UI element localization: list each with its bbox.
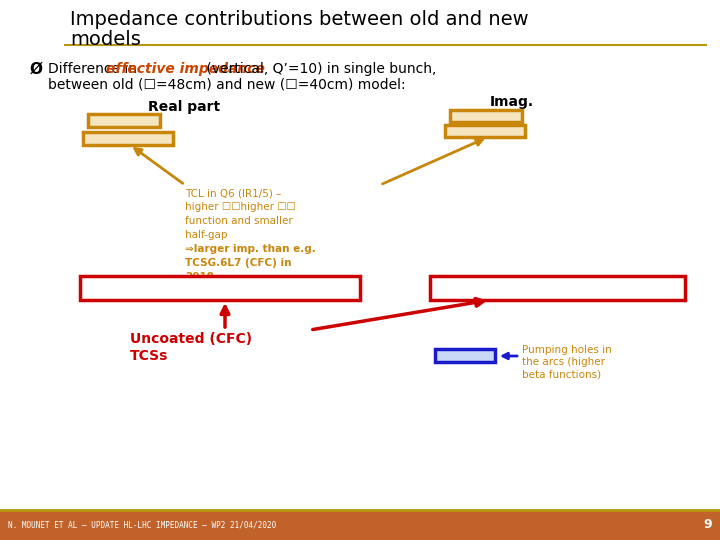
Bar (80, 276, 360, 300)
Text: Real part: Real part (148, 100, 220, 114)
Text: TCL in Q6 (IR1/5) –: TCL in Q6 (IR1/5) – (185, 188, 282, 198)
Text: function and smaller: function and smaller (185, 216, 293, 226)
Text: Pumping holes in
the arcs (higher
beta functions): Pumping holes in the arcs (higher beta f… (522, 345, 612, 380)
Text: ⇒larger imp. than e.g.: ⇒larger imp. than e.g. (185, 244, 316, 254)
Text: Imag.: Imag. (490, 95, 534, 109)
Bar (435, 349, 495, 362)
Text: Difference in: Difference in (48, 62, 141, 76)
Text: effective impedance: effective impedance (106, 62, 265, 76)
Text: part: part (490, 108, 523, 122)
Text: 2018: 2018 (185, 272, 214, 282)
Bar (430, 276, 685, 300)
Bar (88, 114, 160, 127)
Text: (vertical, Q’=10) in single bunch,: (vertical, Q’=10) in single bunch, (202, 62, 436, 76)
Text: models: models (70, 30, 141, 49)
Text: Impedance contributions between old and new: Impedance contributions between old and … (70, 10, 528, 29)
Bar (450, 110, 522, 122)
Text: TCSG.6L7 (CFC) in: TCSG.6L7 (CFC) in (185, 258, 292, 268)
Text: N. MOUNET ET AL – UPDATE HL-LHC IMPEDANCE – WP2 21/04/2020: N. MOUNET ET AL – UPDATE HL-LHC IMPEDANC… (8, 521, 276, 530)
Bar (83, 132, 173, 145)
Bar (445, 125, 525, 137)
Text: Uncoated (CFC)
TCSs: Uncoated (CFC) TCSs (130, 332, 252, 363)
Text: higher ☐☐higher ☐☐: higher ☐☐higher ☐☐ (185, 202, 296, 212)
Text: between old (☐=48cm) and new (☐=40cm) model:: between old (☐=48cm) and new (☐=40cm) mo… (48, 77, 405, 91)
Bar (0, 510, 720, 540)
Text: Ø: Ø (30, 62, 43, 77)
Text: half-gap: half-gap (185, 230, 228, 240)
Text: 9: 9 (703, 518, 712, 531)
